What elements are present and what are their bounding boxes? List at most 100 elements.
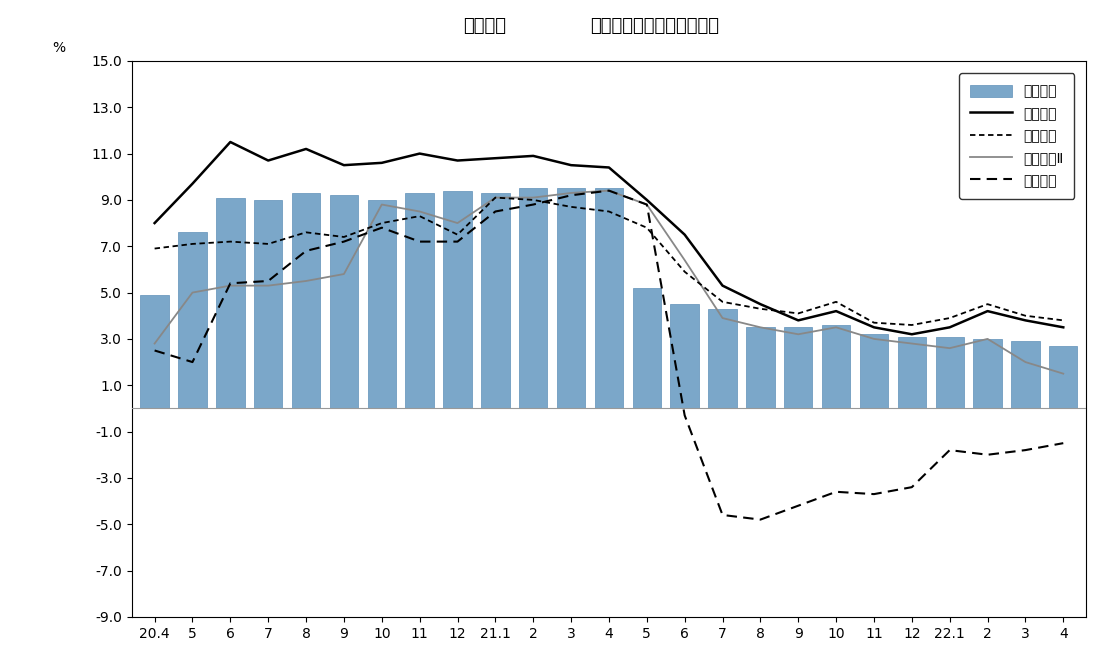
地方銀行Ⅱ [224, 282, 237, 290]
都市銀行 [148, 219, 161, 227]
地方銀行 [602, 207, 615, 215]
地方銀行 [829, 298, 842, 306]
都市銀行 [337, 161, 350, 169]
地方銀行 [716, 298, 729, 306]
Bar [329, 195, 358, 408]
都市銀行 [640, 196, 653, 204]
地方銀行Ⅱ [186, 288, 199, 296]
地方銀行 [262, 240, 275, 248]
Bar [671, 304, 699, 408]
都市銀行 [186, 180, 199, 188]
都市銀行 [224, 138, 237, 146]
信託銀行 [489, 207, 502, 215]
信託銀行 [981, 451, 994, 459]
Bar [746, 327, 775, 408]
地方銀行Ⅱ [1057, 370, 1070, 378]
Bar [595, 189, 623, 408]
信託銀行 [337, 237, 350, 246]
Bar [254, 200, 282, 408]
地方銀行 [451, 231, 465, 239]
信託銀行 [526, 201, 539, 209]
Bar [557, 189, 586, 408]
地方銀行 [1057, 316, 1070, 324]
地方銀行Ⅱ [640, 201, 653, 209]
都市銀行 [792, 316, 805, 324]
地方銀行Ⅱ [944, 344, 957, 352]
地方銀行Ⅱ [905, 340, 918, 348]
Bar [897, 337, 926, 408]
Line: 信託銀行: 信託銀行 [154, 191, 1064, 520]
地方銀行Ⅱ [602, 187, 615, 195]
地方銀行 [526, 196, 539, 204]
地方銀行Ⅱ [413, 207, 426, 215]
Bar [1049, 346, 1078, 408]
信託銀行 [792, 502, 805, 510]
地方銀行 [186, 240, 199, 248]
都市銀行 [829, 307, 842, 315]
信託銀行 [1057, 439, 1070, 447]
信託銀行 [602, 187, 615, 195]
地方銀行 [337, 233, 350, 241]
Bar [822, 325, 850, 408]
信託銀行 [413, 237, 426, 246]
都市銀行 [451, 157, 465, 165]
都市銀行 [981, 307, 994, 315]
地方銀行 [868, 318, 881, 326]
都市銀行 [868, 323, 881, 331]
Text: 前年同月末比増減率の推移: 前年同月末比増減率の推移 [590, 17, 720, 35]
信託銀行 [375, 223, 389, 231]
地方銀行Ⅱ [451, 219, 465, 227]
地方銀行 [565, 203, 578, 211]
信託銀行 [1018, 446, 1032, 454]
地方銀行 [1018, 312, 1032, 320]
地方銀行Ⅱ [337, 270, 350, 278]
信託銀行 [754, 516, 767, 524]
Bar [292, 193, 320, 408]
Bar [519, 189, 547, 408]
Bar [405, 193, 434, 408]
信託銀行 [299, 247, 313, 255]
地方銀行 [981, 300, 994, 308]
都市銀行 [1057, 323, 1070, 331]
都市銀行 [1018, 316, 1032, 324]
地方銀行 [224, 237, 237, 246]
地方銀行 [944, 314, 957, 322]
Bar [141, 295, 168, 408]
信託銀行 [868, 490, 881, 498]
地方銀行 [792, 309, 805, 317]
地方銀行Ⅱ [792, 330, 805, 339]
都市銀行 [375, 159, 389, 167]
都市銀行 [602, 163, 615, 171]
都市銀行 [716, 282, 729, 290]
信託銀行 [148, 347, 161, 355]
信託銀行 [565, 191, 578, 199]
地方銀行 [148, 245, 161, 253]
都市銀行 [905, 330, 918, 339]
地方銀行Ⅱ [375, 201, 389, 209]
地方銀行Ⅱ [526, 193, 539, 201]
Bar [178, 232, 207, 408]
Bar [936, 337, 963, 408]
Line: 地方銀行Ⅱ: 地方銀行Ⅱ [154, 191, 1064, 374]
地方銀行Ⅱ [489, 193, 502, 201]
信託銀行 [905, 483, 918, 491]
都市銀行 [565, 161, 578, 169]
都市銀行 [678, 231, 691, 239]
都市銀行 [944, 323, 957, 331]
信託銀行 [451, 237, 465, 246]
Line: 都市銀行: 都市銀行 [154, 142, 1064, 334]
地方銀行Ⅱ [754, 323, 767, 331]
地方銀行Ⅱ [565, 189, 578, 197]
Bar [481, 193, 510, 408]
信託銀行 [640, 201, 653, 209]
Bar [708, 309, 737, 408]
地方銀行Ⅱ [716, 314, 729, 322]
地方銀行 [489, 193, 502, 201]
地方銀行Ⅱ [299, 277, 313, 285]
地方銀行Ⅱ [868, 335, 881, 343]
地方銀行Ⅱ [1018, 358, 1032, 366]
地方銀行Ⅱ [262, 282, 275, 290]
都市銀行 [413, 150, 426, 158]
Bar [216, 197, 244, 408]
Bar [1011, 341, 1039, 408]
